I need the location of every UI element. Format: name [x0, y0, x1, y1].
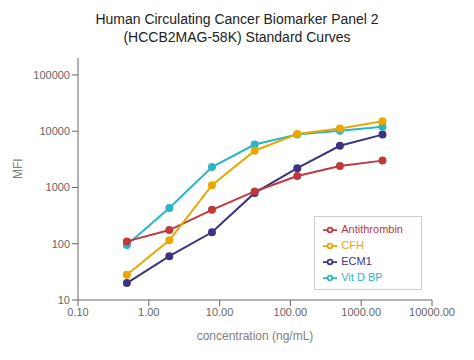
svg-text:100000: 100000: [33, 69, 70, 81]
svg-text:1000.00: 1000.00: [341, 306, 381, 318]
html-text:ECM1: ECM1: [341, 254, 372, 267]
html-text:CFH: CFH: [341, 238, 364, 251]
svg-text:0.10: 0.10: [67, 306, 88, 318]
html-text:Antithrombin: Antithrombin: [341, 222, 403, 235]
html-text:Human Circulating Cancer Bioma: Human Circulating Cancer Biomarker Panel…: [95, 11, 379, 27]
svg-text:10000: 10000: [39, 125, 70, 137]
html-text:(HCCB2MAG-58K) Standard Curves: (HCCB2MAG-58K) Standard Curves: [123, 29, 351, 45]
svg-text:10000.00: 10000.00: [409, 306, 455, 318]
svg-text:100.00: 100.00: [274, 306, 308, 318]
svg-text:10.00: 10.00: [206, 306, 234, 318]
html-text:Vit D BP: Vit D BP: [341, 270, 383, 283]
svg-text:100: 100: [52, 238, 70, 250]
svg-text:MFI: MFI: [11, 158, 25, 179]
svg-text:1.00: 1.00: [138, 306, 159, 318]
svg-text:concentration (ng/mL): concentration (ng/mL): [197, 329, 314, 343]
svg-text:1000: 1000: [46, 181, 70, 193]
svg-text:10: 10: [58, 294, 70, 306]
